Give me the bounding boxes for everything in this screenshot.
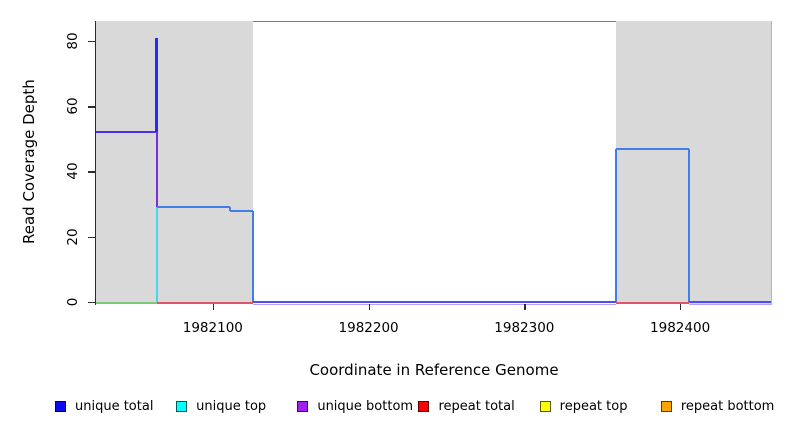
coverage-segment	[616, 147, 690, 150]
legend-swatch	[297, 401, 309, 412]
x-tick	[368, 304, 370, 310]
coverage-segment	[156, 206, 230, 209]
legend-swatch	[176, 401, 188, 412]
x-tick	[680, 304, 682, 310]
legend-item: repeat total	[418, 399, 539, 414]
x-tick-label: 1982100	[182, 320, 243, 336]
y-tick-label: 80	[65, 32, 81, 50]
plot-right-border	[771, 21, 772, 304]
shaded-repeat-region	[96, 21, 254, 304]
coverage-segment	[96, 302, 157, 304]
y-axis-line	[95, 21, 97, 305]
legend-item: unique bottom	[297, 399, 418, 414]
y-tick	[88, 302, 96, 304]
y-tick-label: 60	[65, 97, 81, 115]
x-axis-label: Coordinate in Reference Genome	[309, 361, 559, 379]
coverage-segment	[228, 207, 231, 211]
plot-area	[96, 21, 772, 306]
legend-label: unique bottom	[317, 399, 414, 414]
coverage-segment	[616, 302, 690, 304]
legend-label: repeat total	[438, 399, 515, 414]
y-tick	[88, 40, 96, 43]
x-tick-label: 1982400	[650, 320, 711, 336]
y-axis-label: Read Coverage Depth	[20, 79, 38, 244]
y-tick	[88, 171, 96, 173]
y-tick-label: 0	[65, 297, 81, 307]
legend: unique total unique top unique bottom repea…	[55, 399, 782, 414]
legend-label: repeat bottom	[680, 399, 775, 414]
coverage-segment	[155, 132, 158, 208]
legend-swatch	[539, 401, 551, 412]
coverage-segment	[252, 210, 255, 303]
x-tick	[524, 304, 526, 310]
coverage-segment	[689, 303, 772, 306]
y-tick	[88, 106, 96, 108]
legend-swatch	[418, 401, 430, 412]
x-tick-label: 1982300	[494, 320, 555, 336]
coverage-segment	[155, 207, 158, 303]
y-tick	[88, 236, 96, 239]
legend-label: repeat top	[559, 399, 628, 414]
legend-item: repeat top	[539, 399, 661, 414]
coverage-segment	[253, 301, 617, 303]
legend-swatch	[660, 401, 672, 412]
legend-label: unique total	[75, 399, 154, 414]
legend-item: unique top	[176, 399, 297, 414]
legend-item: unique total	[55, 399, 176, 414]
legend-swatch	[55, 401, 66, 412]
shaded-repeat-region	[616, 21, 772, 304]
coverage-segment	[689, 301, 772, 303]
plot-top-border	[253, 21, 617, 22]
coverage-segment	[229, 209, 254, 212]
coverage-segment	[615, 148, 618, 303]
coverage-segment	[688, 148, 691, 303]
coverage-segment	[96, 131, 157, 134]
y-tick-label: 20	[65, 228, 81, 246]
y-tick-label: 40	[65, 162, 81, 181]
x-tick	[212, 304, 215, 310]
x-tick-label: 1982200	[338, 320, 399, 336]
coverage-segment	[156, 302, 254, 304]
coverage-segment	[253, 303, 617, 306]
legend-label: unique top	[196, 399, 267, 414]
legend-item: repeat bottom	[660, 399, 782, 414]
coverage-segment	[155, 37, 159, 133]
